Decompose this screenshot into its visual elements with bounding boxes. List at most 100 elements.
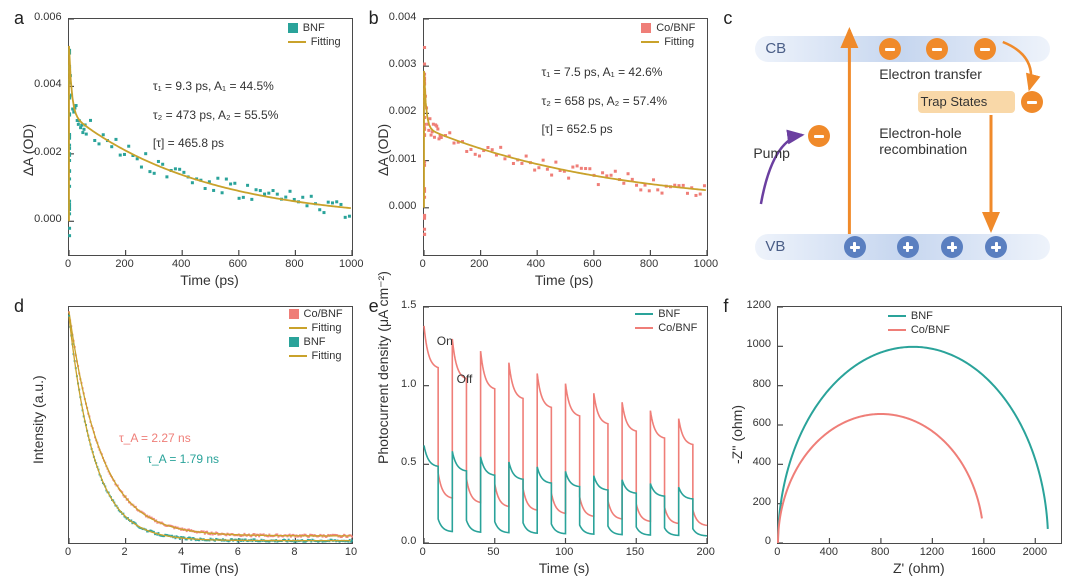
xtick-label: 1000 [339, 258, 363, 270]
xlabel: Time (ns) [68, 560, 351, 576]
legend-entry: Co/BNF [635, 322, 697, 334]
line-marker-icon [641, 41, 659, 43]
ytick-label: 0.000 [34, 213, 62, 225]
xtick-label: 8 [282, 546, 306, 558]
line-marker-icon [888, 315, 906, 317]
ytick-label: 0.000 [389, 200, 417, 212]
xtick-label: 50 [481, 546, 505, 558]
ytick-label: 1.0 [401, 378, 416, 390]
ytick-label: 0.0 [401, 535, 416, 547]
xtick-label: 150 [623, 546, 647, 558]
xtick-label: 6 [226, 546, 250, 558]
xlabel: Time (s) [423, 560, 706, 576]
xtick-label: 10 [339, 546, 363, 558]
line-marker-icon [635, 327, 653, 329]
xtick-label: 1000 [694, 258, 718, 270]
ytick-label: 0.006 [34, 11, 62, 23]
xtick-label: 600 [226, 258, 250, 270]
ylabel: Photocurrent density (μA cm⁻²) [375, 271, 392, 464]
panel-c: cCBVBTrap StatesElectron transferElectro… [715, 6, 1070, 294]
xtick-label: 800 [637, 258, 661, 270]
ytick-label: 1000 [747, 338, 771, 350]
off-label: Off [457, 372, 473, 386]
legend-label: Fitting [312, 322, 342, 334]
ylabel: ΔA (OD) [20, 124, 36, 176]
ytick-label: 200 [753, 496, 771, 508]
fit-annotation: τ₂ = 658 ps, A₂ = 57.4% [542, 94, 667, 108]
legend-entry: Fitting [641, 36, 695, 48]
xtick-label: 600 [580, 258, 604, 270]
ytick-label: 0 [765, 535, 771, 547]
ytick-label: 0.004 [389, 11, 417, 23]
ytick-label: 1200 [747, 299, 771, 311]
legend-entry: BNF [888, 310, 950, 322]
ylabel: ΔA (OD) [375, 124, 391, 176]
ylabel: -Z'' (ohm) [729, 405, 745, 464]
panel-e: e0501001502000.00.51.01.5Photocurrent de… [361, 294, 716, 582]
fit-annotation: [τ] = 465.8 ps [153, 136, 224, 150]
fit-annotation: τ₂ = 473 ps, A₂ = 55.5% [153, 108, 278, 122]
xtick-label: 200 [694, 546, 718, 558]
panel-b: b020040060080010000.0000.0010.0020.0030.… [361, 6, 716, 294]
ytick-label: 0.003 [389, 58, 417, 70]
xtick-label: 0 [411, 546, 435, 558]
fit-annotation: τ₁ = 7.5 ps, A₁ = 42.6% [542, 65, 663, 79]
figure-grid: a020040060080010000.0000.0020.0040.006ΔA… [0, 0, 1080, 588]
xtick-label: 2 [113, 546, 137, 558]
xtick-label: 200 [467, 258, 491, 270]
legend-label: BNF [303, 22, 325, 34]
ytick-label: 400 [753, 456, 771, 468]
legend-entry: BNF [289, 336, 343, 348]
xtick-label: 1600 [971, 546, 995, 558]
ytick-label: 0.5 [401, 456, 416, 468]
legend-entry: BNF [288, 22, 341, 34]
tau-annotation: τ_A = 1.79 ns [147, 452, 219, 466]
square-marker-icon [288, 23, 298, 33]
xtick-label: 0 [411, 258, 435, 270]
legend-label: Co/BNF [304, 308, 343, 320]
legend: BNF Fitting [288, 22, 341, 50]
panel-d-label: d [14, 296, 24, 317]
panel-f-label: f [723, 296, 728, 317]
ytick-label: 0.001 [389, 153, 417, 165]
line-marker-icon [289, 327, 307, 329]
panel-d: d0246810Intensity (a.u.)Time (ns)Co/BNFF… [6, 294, 361, 582]
legend-label: BNF [304, 336, 326, 348]
ytick-label: 0.002 [34, 146, 62, 158]
legend-label: Fitting [664, 36, 694, 48]
xtick-label: 1200 [920, 546, 944, 558]
panel-a-label: a [14, 8, 24, 29]
legend-label: Fitting [311, 36, 341, 48]
plot-area [423, 18, 708, 256]
line-marker-icon [289, 355, 307, 357]
fit-annotation: τ₁ = 9.3 ps, A₁ = 44.5% [153, 79, 274, 93]
line-marker-icon [888, 329, 906, 331]
ylabel: Intensity (a.u.) [30, 375, 46, 464]
pump-label: Pump [753, 145, 790, 161]
recombination-label: Electron-holerecombination [879, 125, 967, 157]
panel-a: a020040060080010000.0000.0020.0040.006ΔA… [6, 6, 361, 294]
line-marker-icon [635, 313, 653, 315]
legend: Co/BNF Fitting [641, 22, 695, 50]
ytick-label: 600 [753, 417, 771, 429]
legend-entry: BNF [635, 308, 697, 320]
legend-entry: Fitting [289, 322, 343, 334]
xtick-label: 0 [56, 546, 80, 558]
fit-annotation: [τ] = 652.5 ps [542, 122, 613, 136]
ytick-label: 0.004 [34, 78, 62, 90]
square-marker-icon [289, 309, 299, 319]
legend-label: BNF [658, 308, 680, 320]
ytick-label: 1.5 [401, 299, 416, 311]
xtick-label: 0 [765, 546, 789, 558]
xtick-label: 0 [56, 258, 80, 270]
legend-entry: Co/BNF [888, 324, 950, 336]
legend-label: Fitting [312, 350, 342, 362]
legend: BNF Co/BNF [888, 310, 950, 338]
panel-b-label: b [369, 8, 379, 29]
plot-area [777, 306, 1062, 544]
legend-label: Co/BNF [658, 322, 697, 334]
legend: Co/BNF Fitting BNF Fitting [289, 308, 343, 364]
legend-entry: Co/BNF [289, 308, 343, 320]
legend-entry: Co/BNF [641, 22, 695, 34]
on-label: On [437, 334, 453, 348]
